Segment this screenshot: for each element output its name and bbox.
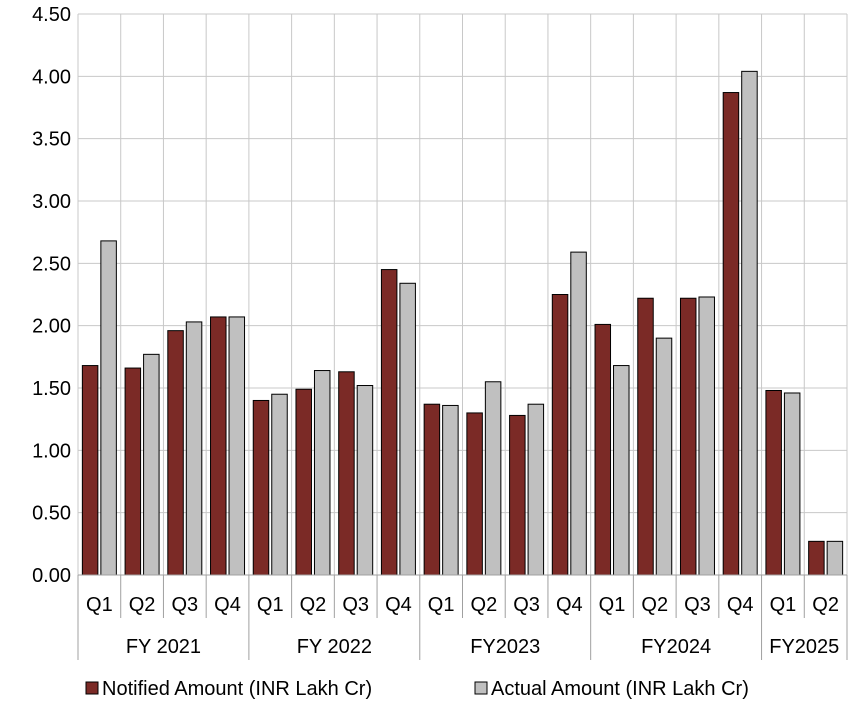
x-quarter-label: Q1	[599, 594, 626, 616]
bar-notified	[295, 388, 312, 576]
bar-actual	[228, 316, 246, 576]
legend-label-actual: Actual Amount (INR Lakh Cr)	[491, 678, 749, 700]
bar-actual	[484, 381, 502, 576]
x-quarter-label: Q1	[428, 594, 455, 616]
bar-notified	[808, 540, 825, 576]
x-quarter-label: Q4	[385, 594, 412, 616]
x-quarter-label: Q4	[556, 594, 583, 616]
x-quarter-label: Q3	[513, 594, 540, 616]
bar-notified	[167, 330, 184, 576]
bar-actual	[271, 393, 288, 576]
bar-notified	[210, 316, 227, 576]
bar-notified	[765, 389, 782, 576]
x-group-label: FY2024	[641, 636, 711, 658]
bar-actual	[399, 282, 416, 576]
bar-notified	[81, 365, 99, 576]
x-group-label: FY2025	[769, 636, 839, 658]
bar-actual	[442, 404, 459, 576]
bar-notified	[252, 399, 270, 576]
legend-label-notified: Notified Amount (INR Lakh Cr)	[102, 678, 372, 700]
bar-actual	[783, 392, 801, 576]
x-quarter-label: Q3	[171, 594, 198, 616]
x-quarter-label: Q2	[812, 594, 839, 616]
y-tick-label: 0.00	[32, 565, 71, 587]
x-group-label: FY2023	[470, 636, 540, 658]
y-tick-label: 3.00	[32, 191, 71, 213]
bar-actual	[826, 540, 844, 576]
bar-notified	[509, 414, 526, 576]
x-quarter-label: Q4	[214, 594, 241, 616]
bar-notified	[124, 367, 142, 576]
y-tick-label: 1.00	[32, 440, 71, 462]
y-tick-label: 0.50	[32, 503, 71, 525]
bar-notified	[338, 371, 355, 576]
y-tick-label: 2.00	[32, 316, 71, 338]
bar-notified	[722, 92, 740, 576]
x-group-label: FY 2021	[126, 636, 201, 658]
bar-notified	[380, 269, 398, 576]
x-quarter-label: Q2	[641, 594, 668, 616]
legend-swatch-notified	[85, 681, 99, 695]
bar-actual	[655, 337, 673, 576]
x-quarter-label: Q4	[727, 594, 754, 616]
y-axis: 0.00 0.50 1.00 1.50 2.00 2.50 3.00 3.50 4.00 4.50	[32, 4, 71, 587]
bar-notified	[594, 323, 612, 576]
y-tick-label: 3.50	[32, 129, 71, 151]
x-quarter-label: Q2	[129, 594, 156, 616]
bar-actual	[143, 353, 160, 576]
bar-actual	[613, 365, 630, 576]
x-quarter-label: Q3	[684, 594, 711, 616]
bar-notified	[423, 403, 441, 576]
x-group-label: FY 2022	[297, 636, 372, 658]
y-tick-label: 1.50	[32, 378, 71, 400]
bar-actual	[356, 385, 374, 576]
bar-actual	[741, 70, 758, 576]
bar-notified	[551, 294, 569, 576]
bar-notified	[679, 297, 697, 576]
bar-actual	[100, 240, 117, 576]
bar-actual	[185, 321, 203, 576]
bar-actual	[527, 403, 545, 576]
x-quarter-label: Q2	[471, 594, 498, 616]
bar-notified	[466, 412, 483, 576]
y-tick-label: 4.50	[32, 4, 71, 26]
gridlines	[77, 13, 848, 576]
bars	[81, 70, 844, 576]
legend-swatch-actual	[474, 681, 488, 695]
legend: Notified Amount (INR Lakh Cr) Actual Amou…	[85, 678, 749, 700]
bar-actual	[313, 370, 331, 576]
x-quarter-label: Q3	[342, 594, 369, 616]
y-tick-label: 4.00	[32, 66, 71, 88]
x-quarter-label: Q1	[257, 594, 284, 616]
bar-actual	[570, 251, 587, 576]
x-quarter-label: Q2	[300, 594, 327, 616]
bar-actual	[698, 296, 715, 576]
bar-notified	[637, 297, 654, 576]
y-tick-label: 2.50	[32, 253, 71, 275]
x-quarter-label: Q1	[770, 594, 797, 616]
x-quarter-label: Q1	[86, 594, 113, 616]
x-axis: Q1 Q2 Q3 Q4 Q1 Q2 Q3 Q4 Q1 Q2 Q3 Q4 Q1 Q2 Q3 Q4 Q1 Q2 FY 2…	[77, 574, 848, 660]
